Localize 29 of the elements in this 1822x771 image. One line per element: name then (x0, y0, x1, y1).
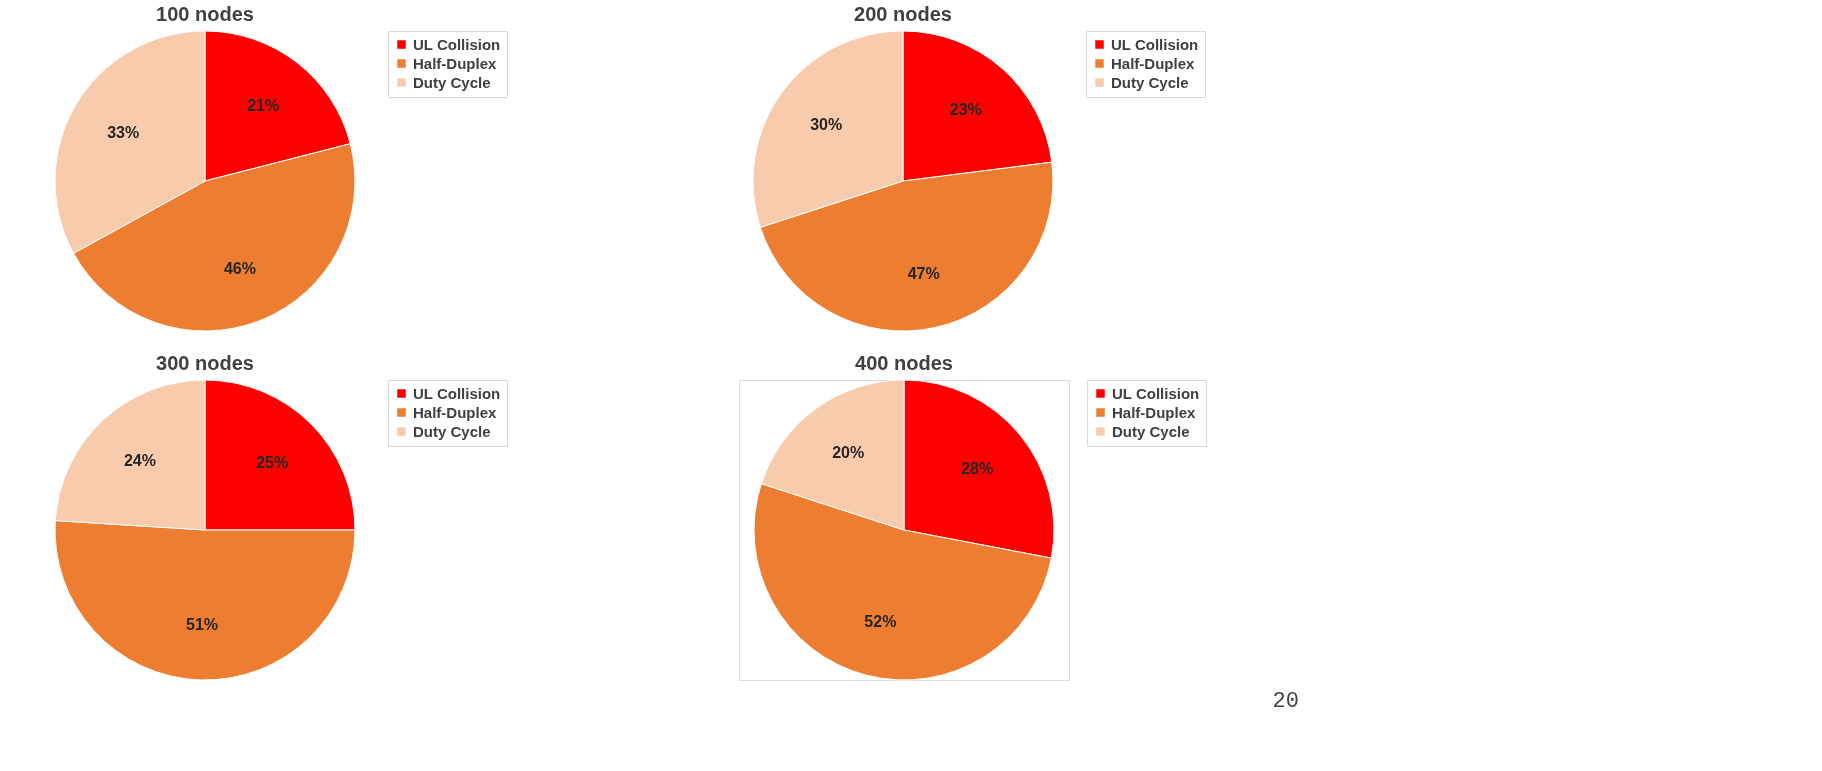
legend-label: Half-Duplex (413, 403, 497, 421)
legend-label: Duty Cycle (413, 73, 491, 91)
data-label: 30% (810, 116, 843, 134)
data-label: 23% (949, 100, 982, 118)
data-label: 24% (123, 451, 156, 469)
legend-label: UL Collision (413, 384, 501, 402)
legend-label: Duty Cycle (1111, 73, 1189, 91)
chart-title: 400 nodes (855, 352, 953, 374)
legend-label: Half-Duplex (1111, 54, 1195, 72)
legend-label: UL Collision (1112, 384, 1200, 402)
data-label: 47% (907, 264, 940, 282)
chart-title: 300 nodes (156, 352, 254, 374)
legend-label: Duty Cycle (413, 422, 491, 440)
chart-title: 100 nodes (156, 3, 254, 25)
legend-label: UL Collision (413, 35, 501, 53)
legend-label: UL Collision (1111, 35, 1199, 53)
legend-label: Duty Cycle (1112, 422, 1190, 440)
data-label: 21% (247, 96, 280, 114)
data-label: 52% (864, 613, 897, 631)
data-label: 25% (256, 453, 289, 471)
chart-title: 200 nodes (854, 3, 952, 25)
text: 20 (1272, 689, 1299, 714)
data-label: 33% (107, 123, 140, 141)
legend-label: Half-Duplex (413, 54, 497, 72)
data-label: 20% (832, 444, 865, 462)
legend-label: Half-Duplex (1112, 403, 1196, 421)
data-label: 28% (961, 460, 994, 478)
data-label: 51% (186, 615, 219, 633)
data-label: 46% (223, 260, 256, 278)
